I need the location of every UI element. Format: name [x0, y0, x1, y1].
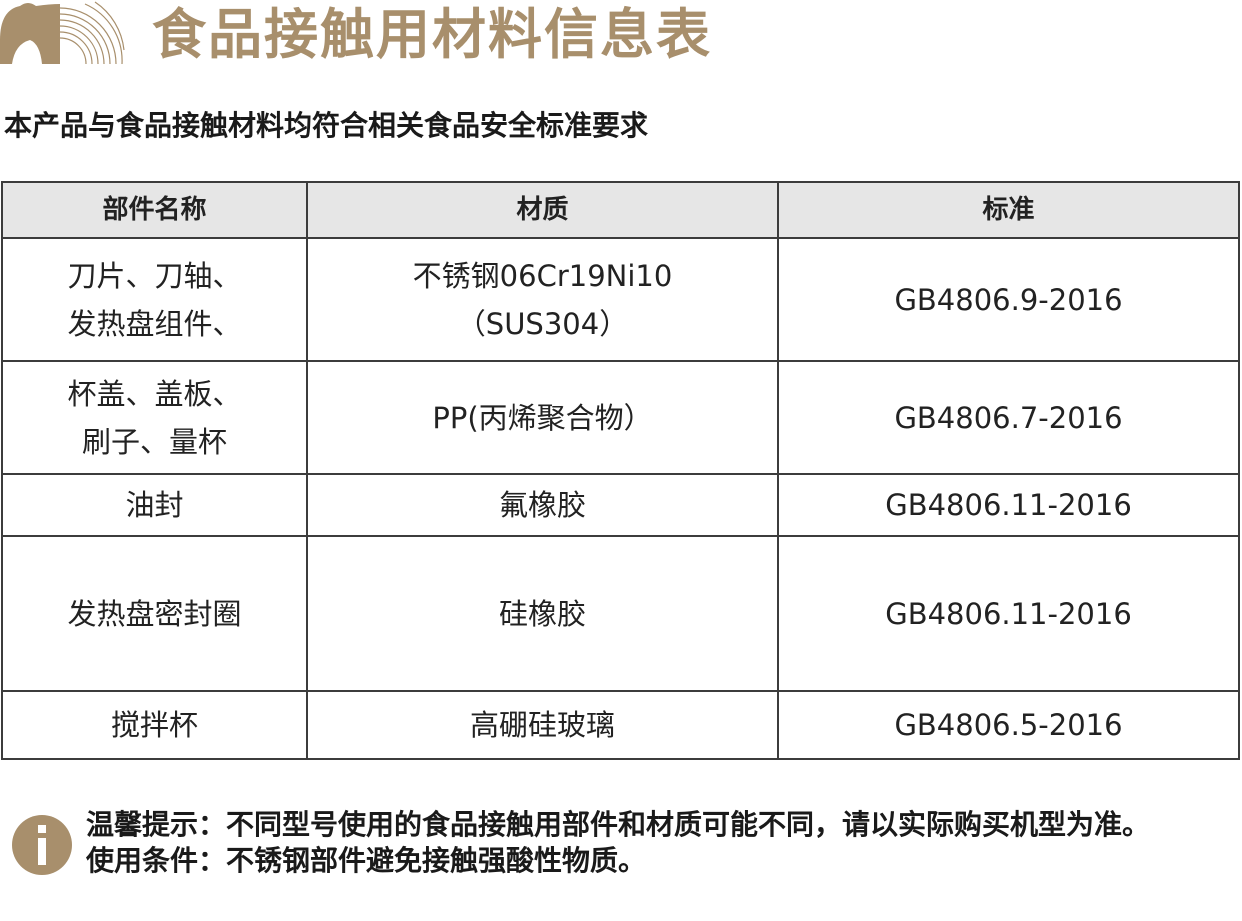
- standard-cell: GB4806.5-2016: [777, 690, 1240, 760]
- part-line: 刷子、量杯: [81, 424, 227, 459]
- part-cell: 刀片、刀轴、 发热盘组件、: [1, 237, 308, 362]
- table-row: 杯盖、盖板、 刷子、量杯 PP(丙烯聚合物） GB4806.7-2016: [1, 360, 1240, 475]
- standard-cell: GB4806.7-2016: [777, 360, 1240, 475]
- column-header-part: 部件名称: [1, 181, 308, 239]
- column-header-material: 材质: [306, 181, 779, 239]
- part-cell: 杯盖、盖板、 刷子、量杯: [1, 360, 308, 475]
- table-row: 刀片、刀轴、 发热盘组件、 不锈钢06Cr19Ni10 （SUS304） GB480…: [1, 237, 1240, 362]
- column-header-standard: 标准: [777, 181, 1240, 239]
- table-row: 油封 氟橡胶 GB4806.11-2016: [1, 473, 1240, 537]
- standard-cell: GB4806.9-2016: [777, 237, 1240, 362]
- part-line: 刀片、刀轴、: [67, 258, 242, 293]
- table-row: 搅拌杯 高硼硅玻璃 GB4806.5-2016: [1, 690, 1240, 760]
- table-row: 发热盘密封圈 硅橡胶 GB4806.11-2016: [1, 535, 1240, 692]
- part-cell: 油封: [1, 473, 308, 537]
- standard-cell: GB4806.11-2016: [777, 535, 1240, 692]
- page-subtitle: 本产品与食品接触材料均符合相关食品安全标准要求: [4, 109, 649, 142]
- material-cell: PP(丙烯聚合物）: [306, 360, 779, 475]
- materials-table: 部件名称 材质 标准 刀片、刀轴、 发热盘组件、 不锈钢06Cr19Ni10 （SU…: [1, 181, 1240, 760]
- usage-condition-text: 使用条件：不锈钢部件避免接触强酸性物质。: [86, 844, 647, 877]
- info-icon: [12, 815, 72, 875]
- part-line: 杯盖、盖板、: [67, 376, 242, 411]
- tip-text: 温馨提示：不同型号使用的食品接触用部件和材质可能不同，请以实际购买机型为准。: [86, 808, 1151, 841]
- material-line: 不锈钢06Cr19Ni10: [412, 258, 673, 293]
- part-cell: 发热盘密封圈: [1, 535, 308, 692]
- material-line: （SUS304）: [456, 306, 629, 341]
- material-cell: 硅橡胶: [306, 535, 779, 692]
- material-cell: 高硼硅玻璃: [306, 690, 779, 760]
- page-title: 食品接触用材料信息表: [152, 3, 712, 66]
- table-header-row: 部件名称 材质 标准: [1, 181, 1240, 239]
- material-cell: 氟橡胶: [306, 473, 779, 537]
- brand-logo-icon: [0, 1, 125, 64]
- part-line: 发热盘组件、: [67, 306, 242, 341]
- material-cell: 不锈钢06Cr19Ni10 （SUS304）: [306, 237, 779, 362]
- part-cell: 搅拌杯: [1, 690, 308, 760]
- notes: 温馨提示：不同型号使用的食品接触用部件和材质可能不同，请以实际购买机型为准。 使…: [86, 807, 1216, 879]
- standard-cell: GB4806.11-2016: [777, 473, 1240, 537]
